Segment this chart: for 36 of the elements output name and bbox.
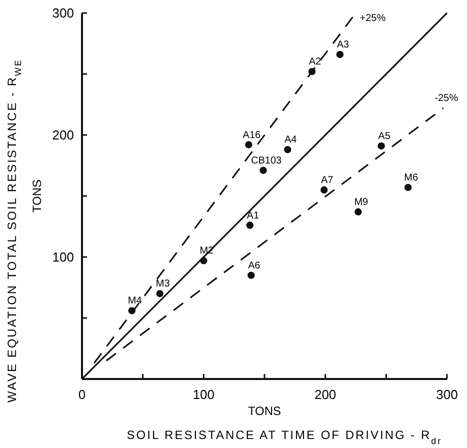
- x-axis-title: SOIL RESISTANCE AT TIME OF DRIVING - R$_{dr}$: [126, 428, 442, 446]
- annotation: M3: [156, 278, 170, 290]
- annotation: M9: [354, 196, 369, 208]
- point: [246, 222, 254, 229]
- x-tick-label: 0: [78, 387, 86, 402]
- x-tick-label: 200: [314, 387, 336, 402]
- point: [260, 166, 267, 174]
- x-tick-label: 300: [436, 387, 458, 402]
- annotation: A3: [336, 39, 350, 50]
- annotation: A6: [248, 260, 261, 272]
- annotation: -25%: [434, 93, 458, 104]
- annotation: A16: [242, 130, 262, 141]
- annotation: A1: [246, 210, 260, 222]
- annotation: A2: [308, 56, 322, 68]
- text: TONS: [30, 179, 44, 213]
- annotation: +25%: [360, 13, 386, 24]
- point: [248, 272, 255, 279]
- y-tick-label: 100: [52, 250, 74, 265]
- point: [284, 146, 292, 154]
- point: [320, 186, 328, 194]
- text: TONS: [248, 404, 282, 418]
- annotation: A7: [321, 174, 334, 186]
- point: [156, 290, 164, 298]
- point: [354, 208, 362, 216]
- annotation: A5: [378, 130, 391, 142]
- point: [245, 141, 252, 148]
- y-tick-label: 300: [52, 6, 74, 21]
- x-tick-label: 100: [192, 387, 215, 402]
- point: [404, 184, 412, 192]
- annotation: M4: [128, 296, 142, 307]
- y-tick-label: 200: [52, 128, 74, 143]
- annotation: CB103: [250, 155, 282, 166]
- point: [336, 50, 344, 58]
- annotation: M6: [404, 172, 418, 184]
- annotation: A4: [284, 134, 298, 146]
- point: [378, 142, 385, 150]
